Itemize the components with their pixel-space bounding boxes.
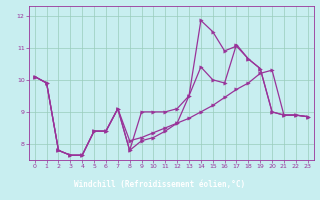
Text: Windchill (Refroidissement éolien,°C): Windchill (Refroidissement éolien,°C) [75, 180, 245, 188]
